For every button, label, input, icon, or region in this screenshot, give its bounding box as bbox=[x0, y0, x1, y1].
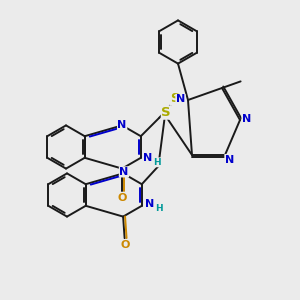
Text: N: N bbox=[176, 94, 185, 104]
Text: S: S bbox=[170, 92, 179, 105]
Text: N: N bbox=[242, 113, 251, 124]
Text: N: N bbox=[143, 153, 152, 163]
Text: O: O bbox=[117, 193, 127, 203]
Text: N: N bbox=[118, 120, 127, 130]
Text: S: S bbox=[161, 106, 171, 119]
Text: N: N bbox=[145, 199, 154, 209]
Text: N: N bbox=[119, 167, 129, 177]
Text: H: H bbox=[154, 158, 161, 167]
Text: H: H bbox=[155, 204, 163, 213]
Text: O: O bbox=[121, 240, 130, 250]
Text: N: N bbox=[225, 154, 234, 164]
